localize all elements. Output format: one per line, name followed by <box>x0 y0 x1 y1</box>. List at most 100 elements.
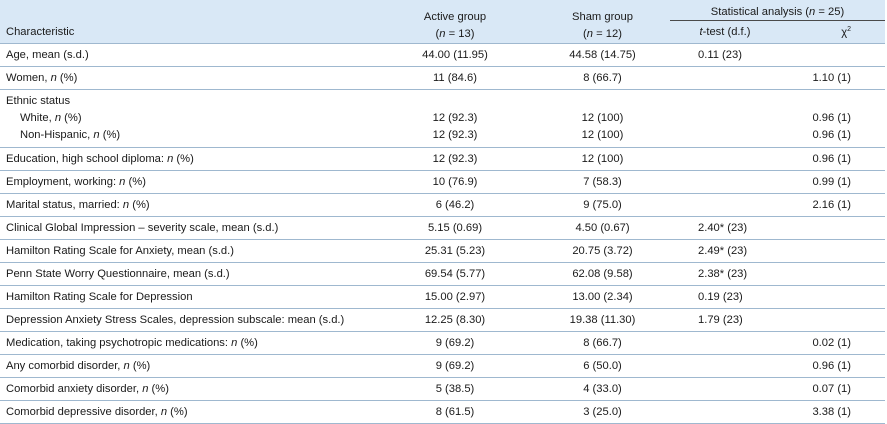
table-row: Marital status, married: n (%) 6 (46.2) … <box>0 193 885 217</box>
table-row: Hamilton Rating Scale for Anxiety, mean … <box>0 239 885 263</box>
cell-active: 25.31 (5.23) <box>375 239 535 263</box>
cell-chi: 0.07 (1) <box>780 377 885 401</box>
header-characteristic: Characteristic <box>0 0 375 44</box>
row-label: Hamilton Rating Scale for Depression <box>0 285 375 309</box>
cell-sham: 20.75 (3.72) <box>535 239 670 263</box>
header-ttest: t-test (d.f.) <box>670 20 780 44</box>
cell-active: 12 (92.3) <box>375 147 535 171</box>
cell-ttest: 1.79 (23) <box>670 308 780 332</box>
cell-sham: 44.58 (14.75) <box>535 43 670 67</box>
cell-active: 44.00 (11.95) <box>375 43 535 67</box>
cell-chi: 0.99 (1) <box>780 170 885 194</box>
header-sham-group: Sham group (n = 12) <box>535 0 670 44</box>
header-chi: χ2 <box>780 20 885 44</box>
cell-ttest <box>670 331 780 355</box>
cell-sham: 4.50 (0.67) <box>535 216 670 240</box>
cell-ttest <box>670 193 780 217</box>
table-row: Age, mean (s.d.) 44.00 (11.95) 44.58 (14… <box>0 43 885 67</box>
row-label: Age, mean (s.d.) <box>0 43 375 67</box>
header-sham-n: (n = 12) <box>583 28 622 40</box>
cell-active: 12.25 (8.30) <box>375 308 535 332</box>
cell-chi <box>780 262 885 286</box>
cell-ttest <box>670 89 780 148</box>
cell-chi <box>780 308 885 332</box>
cell-chi <box>780 285 885 309</box>
cell-chi <box>780 239 885 263</box>
table-row: Hamilton Rating Scale for Depression 15.… <box>0 285 885 309</box>
row-label: Marital status, married: n (%) <box>0 193 375 217</box>
cell-sham: 8 (66.7) <box>535 331 670 355</box>
cell-ttest <box>670 377 780 401</box>
cell-sham: 9 (75.0) <box>535 193 670 217</box>
cell-chi <box>780 216 885 240</box>
cell-sham: 6 (50.0) <box>535 354 670 378</box>
table-row: Any comorbid disorder, n (%) 9 (69.2) 6 … <box>0 354 885 378</box>
header-active-group: Active group (n = 13) <box>375 0 535 44</box>
table-row: Comorbid depressive disorder, n (%) 8 (6… <box>0 400 885 424</box>
cell-ttest <box>670 147 780 171</box>
table-row: Women, n (%) 11 (84.6) 8 (66.7) 1.10 (1) <box>0 66 885 90</box>
cell-active: 69.54 (5.77) <box>375 262 535 286</box>
cell-active: 9 (69.2) <box>375 354 535 378</box>
cell-sham: 19.38 (11.30) <box>535 308 670 332</box>
cell-ttest <box>670 400 780 424</box>
cell-active: 11 (84.6) <box>375 66 535 90</box>
cell-sham: 62.08 (9.58) <box>535 262 670 286</box>
row-label: Penn State Worry Questionnaire, mean (s.… <box>0 262 375 286</box>
cell-sham: 4 (33.0) <box>535 377 670 401</box>
row-label: Women, n (%) <box>0 66 375 90</box>
row-label: Ethnic status White, n (%) Non-Hispanic,… <box>0 89 375 148</box>
cell-chi: 0.96 (1) 0.96 (1) <box>780 89 885 148</box>
cell-active: 15.00 (2.97) <box>375 285 535 309</box>
cell-sham: 12 (100) 12 (100) <box>535 89 670 148</box>
row-label: Hamilton Rating Scale for Anxiety, mean … <box>0 239 375 263</box>
cell-sham: 7 (58.3) <box>535 170 670 194</box>
table-row: Ethnic status White, n (%) Non-Hispanic,… <box>0 89 885 148</box>
row-label: Medication, taking psychotropic medicati… <box>0 331 375 355</box>
row-label: Depression Anxiety Stress Scales, depres… <box>0 308 375 332</box>
cell-chi: 0.96 (1) <box>780 147 885 171</box>
table-row: Depression Anxiety Stress Scales, depres… <box>0 308 885 332</box>
cell-sham: 8 (66.7) <box>535 66 670 90</box>
cell-ttest: 0.19 (23) <box>670 285 780 309</box>
row-label: Comorbid anxiety disorder, n (%) <box>0 377 375 401</box>
cell-chi: 0.96 (1) <box>780 354 885 378</box>
row-sublabel-nonhispanic: Non-Hispanic, n (%) <box>20 129 121 141</box>
header-active-n: (n = 13) <box>435 28 475 40</box>
cell-ttest <box>670 354 780 378</box>
cell-ttest: 2.38* (23) <box>670 262 780 286</box>
cell-active: 5 (38.5) <box>375 377 535 401</box>
cell-chi: 2.16 (1) <box>780 193 885 217</box>
cell-sham: 3 (25.0) <box>535 400 670 424</box>
table-row: Employment, working: n (%) 10 (76.9) 7 (… <box>0 170 885 194</box>
cell-sham: 13.00 (2.34) <box>535 285 670 309</box>
table-row: Clinical Global Impression – severity sc… <box>0 216 885 240</box>
header-statistical-analysis: Statistical analysis (n = 25) <box>670 0 885 21</box>
table-row: Comorbid anxiety disorder, n (%) 5 (38.5… <box>0 377 885 401</box>
cell-ttest <box>670 170 780 194</box>
cell-ttest: 0.11 (23) <box>670 43 780 67</box>
row-label: Clinical Global Impression – severity sc… <box>0 216 375 240</box>
cell-ttest <box>670 66 780 90</box>
cell-sham: 12 (100) <box>535 147 670 171</box>
cell-active: 12 (92.3) 12 (92.3) <box>375 89 535 148</box>
cell-chi: 0.02 (1) <box>780 331 885 355</box>
cell-ttest: 2.40* (23) <box>670 216 780 240</box>
cell-chi: 1.10 (1) <box>780 66 885 90</box>
table-row: Medication, taking psychotropic medicati… <box>0 331 885 355</box>
row-label: Any comorbid disorder, n (%) <box>0 354 375 378</box>
row-sublabel-white: White, n (%) <box>20 112 82 124</box>
table-row: Education, high school diploma: n (%) 12… <box>0 147 885 171</box>
cell-ttest: 2.49* (23) <box>670 239 780 263</box>
cell-active: 8 (61.5) <box>375 400 535 424</box>
row-label: Education, high school diploma: n (%) <box>0 147 375 171</box>
row-label: Comorbid depressive disorder, n (%) <box>0 400 375 424</box>
cell-active: 9 (69.2) <box>375 331 535 355</box>
table-row: Penn State Worry Questionnaire, mean (s.… <box>0 262 885 286</box>
cell-active: 5.15 (0.69) <box>375 216 535 240</box>
cell-active: 6 (46.2) <box>375 193 535 217</box>
row-label: Employment, working: n (%) <box>0 170 375 194</box>
cell-chi <box>780 43 885 67</box>
